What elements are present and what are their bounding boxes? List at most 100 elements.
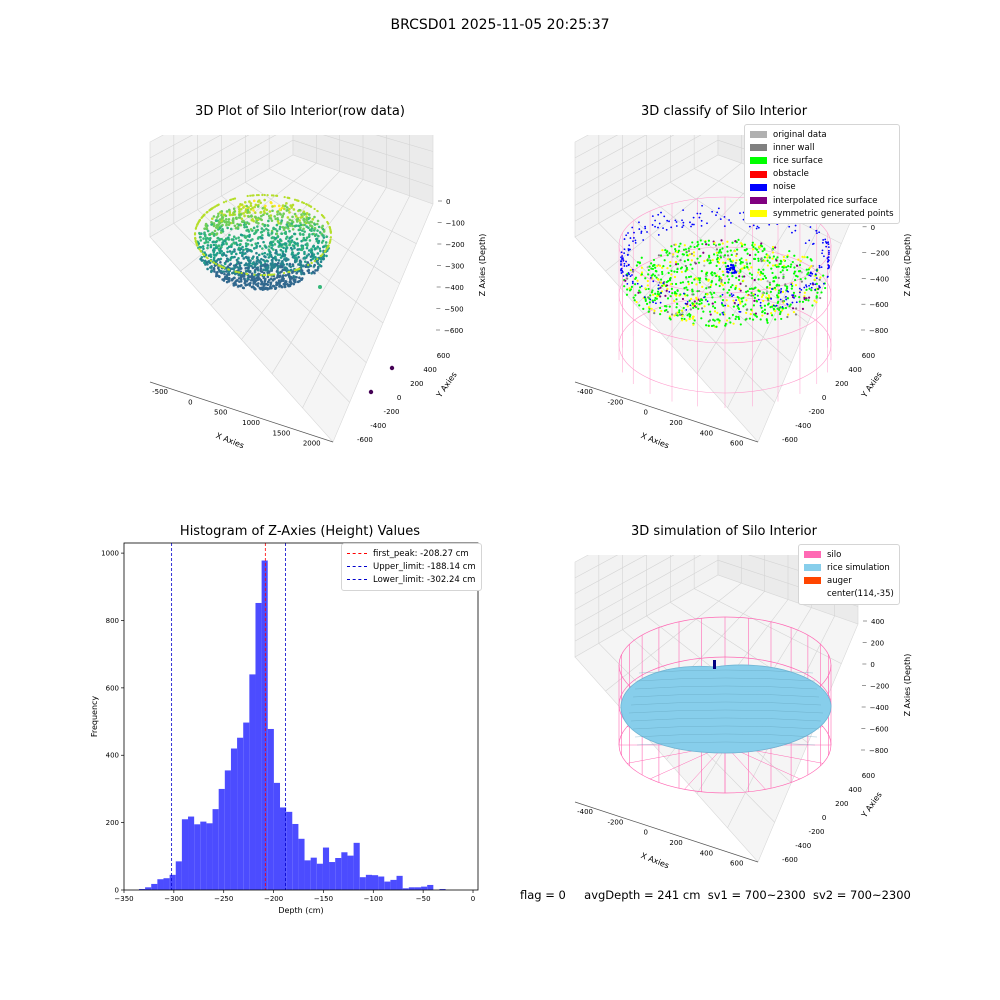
classified-point <box>775 265 778 269</box>
raw-point <box>237 277 241 280</box>
raw-point <box>262 213 265 217</box>
classified-point <box>750 287 753 290</box>
x-tick-label: −300 <box>164 895 183 903</box>
raw-point <box>248 200 251 203</box>
raw-point <box>305 246 309 250</box>
p1-z-tick: −200 <box>445 241 464 249</box>
classified-point <box>686 288 689 291</box>
noise-point <box>706 300 709 303</box>
raw-point <box>316 268 319 272</box>
classified-point <box>689 245 692 248</box>
raw-point <box>284 237 288 240</box>
raw-point <box>266 275 270 279</box>
classified-point <box>733 250 737 253</box>
noise-point <box>631 280 634 283</box>
raw-point <box>216 251 219 255</box>
classified-point <box>692 251 696 254</box>
histogram-bar <box>347 855 354 890</box>
legend-label: silo <box>827 549 842 560</box>
classified-point <box>750 308 753 311</box>
raw-point <box>243 225 246 229</box>
raw-point <box>252 282 255 285</box>
raw-point <box>321 215 325 218</box>
histogram-bar <box>169 874 176 890</box>
classified-point <box>726 250 729 253</box>
noise-point <box>756 225 759 228</box>
legend-entry: first_peak: -208.27 cm <box>347 547 476 560</box>
raw-point <box>299 226 302 229</box>
classified-point <box>704 240 707 243</box>
classified-point <box>735 252 738 256</box>
classified-point <box>792 291 796 294</box>
raw-point <box>307 213 311 216</box>
classified-point <box>738 272 741 275</box>
classified-point <box>699 239 702 242</box>
classified-point <box>763 274 766 278</box>
classified-point <box>748 287 752 290</box>
raw-point <box>256 205 260 208</box>
noise-point <box>818 231 821 234</box>
raw-point <box>297 199 300 202</box>
classified-point <box>824 286 827 290</box>
classified-point <box>782 258 785 262</box>
raw-point <box>234 252 238 256</box>
raw-point <box>214 243 218 247</box>
classified-point <box>762 268 765 271</box>
classified-point <box>816 291 819 294</box>
raw-point <box>267 219 270 223</box>
raw-point <box>217 264 221 267</box>
raw-point <box>274 287 277 290</box>
raw-point <box>282 263 285 267</box>
classified-point <box>768 261 771 264</box>
raw-point <box>268 245 271 248</box>
raw-point <box>324 241 328 244</box>
classified-point <box>742 279 745 282</box>
classified-point <box>721 283 724 287</box>
classified-point <box>771 251 775 254</box>
classified-point <box>673 299 676 303</box>
noise-point <box>636 282 639 285</box>
classified-point <box>626 277 629 280</box>
classified-point <box>668 315 672 318</box>
p1-x-tick: -500 <box>152 388 168 396</box>
raw-point <box>209 253 212 256</box>
p1-z-label: Z Axies (Depth) <box>478 234 487 297</box>
histogram-bar <box>138 888 146 890</box>
classified-point <box>734 240 737 243</box>
raw-point <box>260 286 263 290</box>
p2-z-label: Z Axies (Depth) <box>903 234 912 297</box>
raw-point <box>283 258 286 261</box>
classified-point <box>741 261 744 264</box>
classified-point <box>668 317 671 320</box>
raw-point <box>296 280 300 284</box>
raw-point <box>293 212 297 216</box>
raw-point <box>280 243 284 247</box>
classified-point <box>737 315 740 319</box>
p4-z-tick: 200 <box>871 640 884 648</box>
classified-point <box>697 243 700 246</box>
classified-point <box>782 277 785 280</box>
classified-point <box>634 294 637 297</box>
raw-point <box>222 270 226 273</box>
classified-point <box>819 296 822 300</box>
noise-point <box>759 304 762 307</box>
raw-point <box>299 223 303 227</box>
classified-point <box>808 287 811 290</box>
raw-point <box>281 225 285 229</box>
raw-point <box>279 248 283 252</box>
raw-point <box>283 204 287 208</box>
raw-point <box>273 204 276 208</box>
noise-point <box>620 251 623 254</box>
raw-point <box>272 256 275 260</box>
raw-point <box>223 266 226 269</box>
classified-point <box>660 281 663 284</box>
noise-point <box>770 297 773 300</box>
raw-point <box>276 274 279 277</box>
raw-point <box>318 231 322 234</box>
raw-point <box>243 214 246 218</box>
classified-point <box>697 298 700 301</box>
classified-point <box>696 278 699 281</box>
legend-swatch <box>804 551 821 559</box>
classified-point <box>688 315 691 318</box>
